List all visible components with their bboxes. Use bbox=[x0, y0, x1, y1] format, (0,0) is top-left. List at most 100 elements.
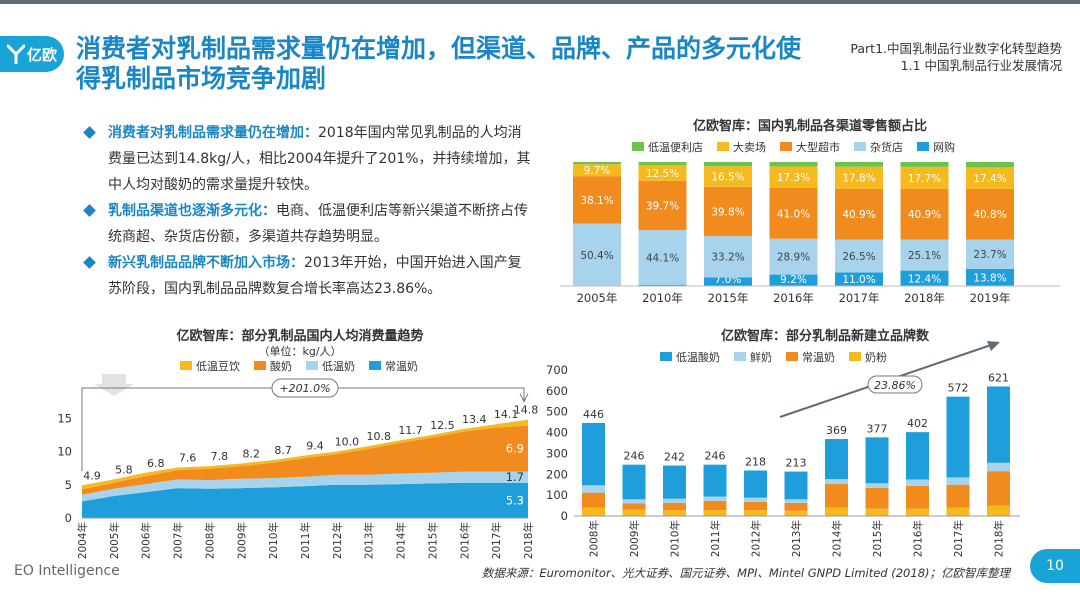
legend-label: 低温便利店 bbox=[648, 140, 703, 154]
data-label: 9.7% bbox=[584, 165, 611, 177]
data-label: 16.5% bbox=[711, 172, 744, 184]
bar-segment bbox=[825, 507, 848, 516]
diamond-icon bbox=[83, 126, 96, 139]
tick-label: 2011年 bbox=[709, 520, 722, 557]
tick-label: 2018年 bbox=[993, 520, 1006, 557]
tick-label: 2013年 bbox=[363, 522, 376, 559]
legend-label: 大卖场 bbox=[733, 140, 766, 154]
bar-segment bbox=[906, 508, 929, 516]
bar-segment bbox=[906, 479, 929, 486]
legend-label: 低温豆饮 bbox=[196, 360, 240, 373]
data-label: 17.3% bbox=[777, 172, 810, 184]
bar-segment bbox=[835, 188, 883, 240]
tick-label: 2010年 bbox=[267, 522, 280, 559]
bar-segment bbox=[638, 162, 687, 166]
tick-label: 2017年 bbox=[490, 522, 503, 559]
bar-segment bbox=[582, 485, 605, 493]
data-label: 17.8% bbox=[842, 173, 875, 185]
bar-segment bbox=[966, 239, 1014, 269]
chart-title: 亿欧智库：国内乳制品各渠道零售额占比 bbox=[693, 118, 927, 134]
data-label: 28.9% bbox=[777, 252, 810, 264]
bar-segment bbox=[900, 239, 949, 271]
bar-segment bbox=[638, 180, 687, 231]
bar-segment bbox=[946, 396, 970, 478]
tick-label: 2016年 bbox=[773, 291, 814, 305]
bar-segment bbox=[946, 477, 970, 485]
chart-legend: 低温酸奶 鲜奶 常温奶 奶粉 bbox=[660, 350, 887, 364]
growth-annotation: 23.86% bbox=[779, 341, 1000, 418]
total-label: 377 bbox=[867, 422, 888, 435]
tick-label: 2014年 bbox=[395, 522, 408, 559]
legend-label: 杂货店 bbox=[870, 140, 903, 154]
total-label: 7.8 bbox=[211, 450, 229, 463]
bar-segment bbox=[966, 167, 1014, 189]
bullet-heading: 消费者对乳制品需求量仍在增加： bbox=[108, 125, 318, 141]
bullet-text: 2018年国内常见乳制品的人均消费量已达到14.8kg/人，相比2004年提升了… bbox=[108, 125, 531, 193]
tick-label: 2017年 bbox=[839, 291, 880, 305]
total-label: 246 bbox=[705, 450, 726, 463]
tick-label: 2008年 bbox=[588, 520, 601, 557]
tick-label: 2016年 bbox=[458, 522, 471, 559]
bar-segment bbox=[784, 510, 808, 516]
y-tick-label: 200 bbox=[546, 467, 568, 481]
data-label: 41.0% bbox=[777, 208, 810, 220]
bullet-list: 消费者对乳制品需求量仍在增加：2018年国内常见乳制品的人均消费量已达到14.8… bbox=[82, 120, 532, 302]
data-label: 23.7% bbox=[973, 249, 1006, 261]
tick-label: 2004年 bbox=[76, 522, 89, 559]
data-label: 44.1% bbox=[646, 252, 679, 264]
page-number: 10 bbox=[1030, 549, 1080, 583]
bar-segment bbox=[835, 166, 883, 189]
logo-text: 亿欧 bbox=[26, 45, 57, 64]
total-label: 10.0 bbox=[335, 436, 360, 449]
data-label: 25.1% bbox=[908, 250, 941, 262]
x-axis: 2004年 2005年 2006年 2007年 2008年 2009年 2010年 2011年… bbox=[76, 517, 535, 559]
data-label: 50.4% bbox=[580, 250, 613, 262]
total-label: 242 bbox=[664, 451, 685, 464]
bar-segment bbox=[744, 497, 767, 502]
y-tick-label: 5 bbox=[65, 478, 72, 492]
end-label: 1.7 bbox=[506, 470, 524, 484]
bar-segment bbox=[835, 162, 883, 167]
legend-label: 低温酸奶 bbox=[676, 350, 720, 364]
legend-swatch bbox=[849, 352, 861, 361]
bar-segment bbox=[865, 437, 889, 484]
consumption-area-chart: 亿欧智库：部分乳制品国内人均消费量趋势 （单位：kg/人） 低温豆饮 酸奶 低温奶 常… bbox=[57, 328, 538, 559]
bar-segment bbox=[865, 483, 889, 488]
chart-subtitle: （单位：kg/人） bbox=[258, 344, 341, 358]
footer-brand: EO Intelligence bbox=[14, 563, 120, 579]
tick-label: 2007年 bbox=[172, 522, 185, 559]
y-tick-label: 400 bbox=[546, 426, 568, 440]
arrow-head bbox=[519, 393, 529, 403]
data-source: 数据来源：Euromonitor、光大证券、国元证券、MPI、Mintel GN… bbox=[481, 566, 1010, 580]
bullet-text: 2013年开始，中国开始进入国产复苏阶段，国内乳制品品牌数复合增长率高达23.8… bbox=[108, 255, 522, 297]
new-brands-chart: 亿欧智库：部分乳制品新建立品牌数 低温酸奶 鲜奶 常温奶 奶粉 0 100 200 300 4… bbox=[546, 328, 1020, 557]
bar-segment bbox=[703, 496, 727, 501]
bar-segment bbox=[663, 465, 686, 499]
bar-segment bbox=[906, 432, 929, 480]
bar-segment bbox=[663, 502, 686, 511]
bar-segment bbox=[865, 508, 889, 516]
data-label: 39.7% bbox=[646, 200, 679, 212]
tick-label: 2009年 bbox=[628, 520, 641, 557]
legend-label: 酸奶 bbox=[270, 359, 292, 373]
data-label: 40.8% bbox=[973, 209, 1006, 221]
tick-label: 2006年 bbox=[140, 522, 153, 559]
chart-bars: 446 246 242 246 218 213 369 377 402 572 621 bbox=[582, 371, 1010, 516]
total-label: 9.4 bbox=[306, 439, 324, 452]
total-label: 246 bbox=[624, 450, 645, 463]
chart-legend: 低温豆饮 酸奶 低温奶 常温奶 bbox=[180, 359, 418, 373]
y-axis: 0 5 10 15 bbox=[57, 411, 72, 525]
part-line1: Part1.中国乳制品行业数字化转型趋势 bbox=[850, 41, 1062, 56]
bar-segment bbox=[703, 464, 727, 497]
bar-segment bbox=[744, 470, 767, 498]
data-label: 26.5% bbox=[842, 251, 875, 263]
bar-segment bbox=[573, 162, 621, 165]
legend-label: 低温奶 bbox=[322, 359, 355, 373]
bar-segment bbox=[966, 162, 1014, 168]
down-arrow-icon bbox=[94, 374, 134, 396]
total-label: 10.8 bbox=[366, 430, 391, 443]
bullet-item: 消费者对乳制品需求量仍在增加：2018年国内常见乳制品的人均消费量已达到14.8… bbox=[82, 120, 532, 198]
legend-swatch bbox=[734, 352, 746, 361]
bar-segment bbox=[835, 239, 883, 273]
bar-segment bbox=[987, 386, 1010, 463]
